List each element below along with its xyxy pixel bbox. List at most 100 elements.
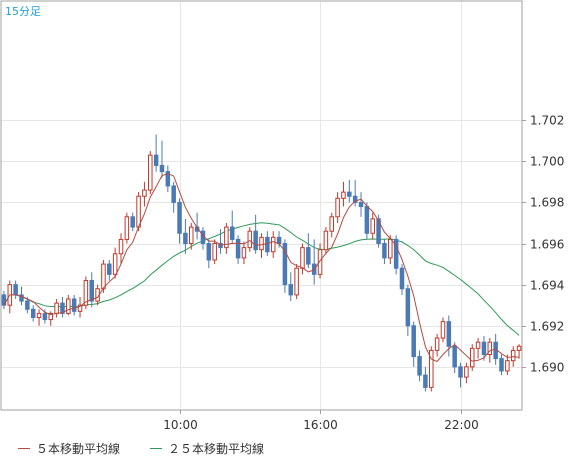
candle-body — [300, 247, 305, 269]
candle-body — [487, 341, 493, 356]
candle — [247, 227, 253, 252]
candle — [54, 299, 59, 318]
chart-legend: ５本移動平均線 ２５本移動平均線 — [0, 432, 574, 462]
candle-body — [510, 349, 516, 362]
candle — [288, 272, 294, 302]
candle — [77, 296, 83, 318]
legend-ma5: ５本移動平均線 — [18, 440, 120, 457]
candle — [300, 243, 305, 275]
candle-body — [364, 206, 370, 234]
candle-body — [335, 197, 340, 218]
candle — [417, 350, 422, 382]
candle — [30, 305, 36, 322]
candle-body — [270, 236, 276, 253]
candle — [66, 294, 71, 316]
candle — [294, 264, 299, 300]
y-tick-label: 1.700 — [530, 155, 564, 169]
candle-body — [405, 288, 411, 327]
candle-body — [188, 226, 194, 245]
candle — [370, 212, 375, 240]
candle — [469, 344, 475, 371]
candle — [224, 222, 229, 254]
legend-ma25: ２５本移動平均線 — [150, 440, 264, 457]
y-axis-labels: 1.702 1.700 1.698 1.696 1.694 1.692 1.690 — [530, 114, 564, 375]
candle — [270, 231, 276, 258]
candle-body — [30, 308, 36, 319]
candle-body — [83, 280, 89, 306]
candle — [159, 140, 165, 178]
candle-body — [317, 249, 323, 275]
candle — [411, 321, 416, 367]
legend-ma5-label: ５本移動平均線 — [36, 442, 121, 456]
candle — [229, 210, 235, 244]
legend-ma25-swatch — [150, 448, 162, 449]
candle-body — [130, 216, 135, 228]
candle — [241, 241, 247, 265]
candle-body — [89, 280, 94, 302]
candle — [429, 346, 434, 392]
candle — [165, 165, 171, 193]
candle — [130, 212, 135, 232]
candle-body — [411, 325, 416, 358]
candle-body — [370, 218, 375, 234]
candle — [329, 212, 335, 238]
candle — [446, 315, 452, 357]
candle-body — [124, 216, 130, 240]
candle-body — [159, 164, 165, 173]
timeframe-label: 15分足 — [5, 5, 41, 18]
candle-body — [235, 238, 241, 259]
y-tick-label: 1.696 — [530, 238, 564, 252]
candle-body — [423, 374, 428, 388]
candle-body — [142, 189, 147, 197]
candle-body — [446, 321, 452, 347]
candle-body — [153, 154, 159, 166]
candle-body — [516, 345, 522, 351]
candle — [25, 296, 30, 314]
candle-body — [417, 356, 422, 376]
candle — [253, 214, 258, 254]
candle — [60, 296, 65, 318]
candle-body — [36, 312, 42, 319]
candle-body — [224, 226, 229, 249]
candle — [118, 233, 124, 265]
candle-body — [48, 312, 54, 321]
candle-body — [71, 298, 77, 312]
candle-body — [382, 243, 387, 259]
candles-layer — [1, 134, 522, 392]
candle-body — [229, 226, 235, 240]
candle — [188, 222, 194, 250]
candle-body — [458, 366, 463, 378]
candle-body — [358, 201, 364, 208]
candle — [423, 366, 428, 392]
candle — [341, 181, 346, 207]
candle-body — [253, 230, 258, 251]
candle-body — [118, 238, 124, 255]
candle-body — [107, 263, 112, 275]
candle — [259, 233, 264, 258]
candle — [434, 333, 440, 357]
candle — [306, 233, 311, 269]
candle-body — [329, 216, 335, 232]
y-tick-label: 1.692 — [530, 320, 564, 334]
candle-body — [19, 294, 24, 302]
legend-ma5-swatch — [18, 448, 30, 449]
candle — [323, 227, 329, 254]
candle-body — [77, 304, 83, 312]
candle-body — [42, 312, 48, 321]
candle-body — [148, 154, 153, 191]
candle — [452, 342, 457, 374]
candle — [382, 239, 387, 265]
candle-body — [212, 243, 217, 261]
candle-body — [440, 321, 446, 339]
candle-body — [165, 171, 171, 187]
candle-body — [294, 267, 299, 296]
candle-body — [347, 191, 352, 197]
y-tick-label: 1.690 — [530, 361, 564, 375]
candle-body — [112, 253, 118, 275]
candle-body — [54, 302, 59, 314]
candle-body — [393, 238, 399, 269]
candle-body — [171, 185, 176, 203]
candle-body — [276, 236, 282, 245]
candle — [142, 181, 147, 207]
